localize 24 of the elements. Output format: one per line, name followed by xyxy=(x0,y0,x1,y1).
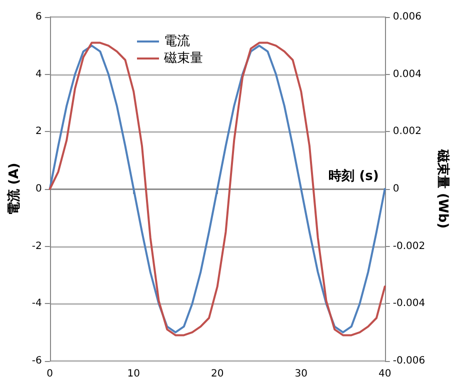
legend-label: 磁束量 xyxy=(163,51,203,66)
y2-tick-label: 0.006 xyxy=(392,12,422,22)
y-axis-title: 電流 (A) xyxy=(6,162,22,216)
y-tick-label: 0 xyxy=(35,184,42,194)
x-tick-label: 0 xyxy=(46,368,54,379)
x-axis-title: 時刻 (s) xyxy=(328,168,379,184)
y2-tick-label: -0.006 xyxy=(392,356,426,366)
y2-tick-label: -0.002 xyxy=(392,240,426,252)
y2-tick-label: -0.004 xyxy=(392,298,426,310)
y-tick-label: -2 xyxy=(32,240,42,252)
y2-axis-title: 磁束量 (Wb) xyxy=(435,148,450,229)
x-tick-label: 40 xyxy=(378,368,392,379)
x-tick-label: 10 xyxy=(127,368,140,379)
y2-tick-label: 0.004 xyxy=(392,68,422,80)
legend-label: 電流 xyxy=(164,33,190,49)
y-tick-label: -4 xyxy=(32,298,42,310)
y-tick-label: 4 xyxy=(35,68,42,80)
y-tick-label: -6 xyxy=(32,356,42,366)
y-tick-label: 2 xyxy=(35,126,42,138)
x-tick-label: 20 xyxy=(211,368,224,379)
y2-tick-label: 0 xyxy=(392,184,400,194)
y-tick-label: 6 xyxy=(35,12,42,22)
y2-tick-label: 0.002 xyxy=(392,126,422,138)
x-tick-label: 30 xyxy=(294,368,308,379)
